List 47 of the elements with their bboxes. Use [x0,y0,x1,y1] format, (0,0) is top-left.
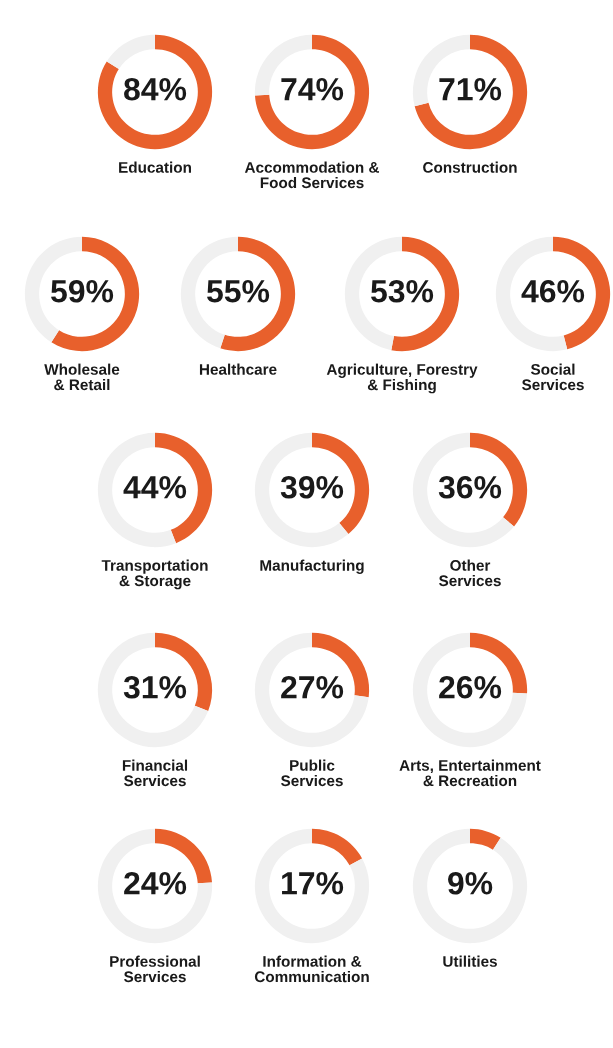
donut-slice [51,236,140,352]
text: Wholesale & Retail [44,363,120,391]
text: Manufacturing [260,559,364,574]
text: Arts, Entertainment & Recreation [399,759,541,787]
data-label: 36% [438,475,502,499]
data-label: 55% [207,280,270,303]
text: Construction [423,161,517,173]
data-label: 17% [282,872,344,895]
data-label: 26% [439,675,502,699]
text: Transportation & Storage [101,559,208,590]
text: Social Services [522,363,584,391]
text: Public Services [281,759,343,787]
donut-slice [97,828,213,944]
data-label: 39% [280,475,344,499]
data-label: 27% [281,675,344,699]
donut-slice [254,632,369,748]
data-label: 59% [51,279,114,303]
data-label: 31% [123,675,187,699]
donut-slice [412,432,515,548]
data-label: 74% [281,78,344,101]
donut-slice [414,34,528,150]
data-label: 71% [439,78,502,101]
donut-slice [106,34,155,70]
data-label: 9% [448,871,493,895]
text: Healthcare [199,363,277,375]
text: Education [119,161,191,173]
donut-slice [412,632,528,748]
text: Other Services [439,559,501,587]
donut-slice [97,34,213,150]
text: Utilities [443,955,497,967]
data-label: 24% [124,871,187,895]
text: Professional Services [110,955,200,983]
text: Information & Communication [254,955,369,983]
donut-slice [254,432,349,548]
donut-slice [97,632,209,748]
data-label: 84% [124,77,187,101]
donut-slice [412,828,528,944]
data-label: 44% [123,476,187,499]
text: Accommodation & Food Services [244,161,380,189]
text: Financial Services [122,759,188,787]
donut-slice [254,34,370,150]
donut-slice [470,828,501,850]
donut-slice [254,828,370,944]
donut-slice [312,828,363,866]
data-label: 46% [521,279,585,303]
data-label: 53% [371,279,434,303]
text: Agriculture, Forestry & Fishing [326,363,478,394]
